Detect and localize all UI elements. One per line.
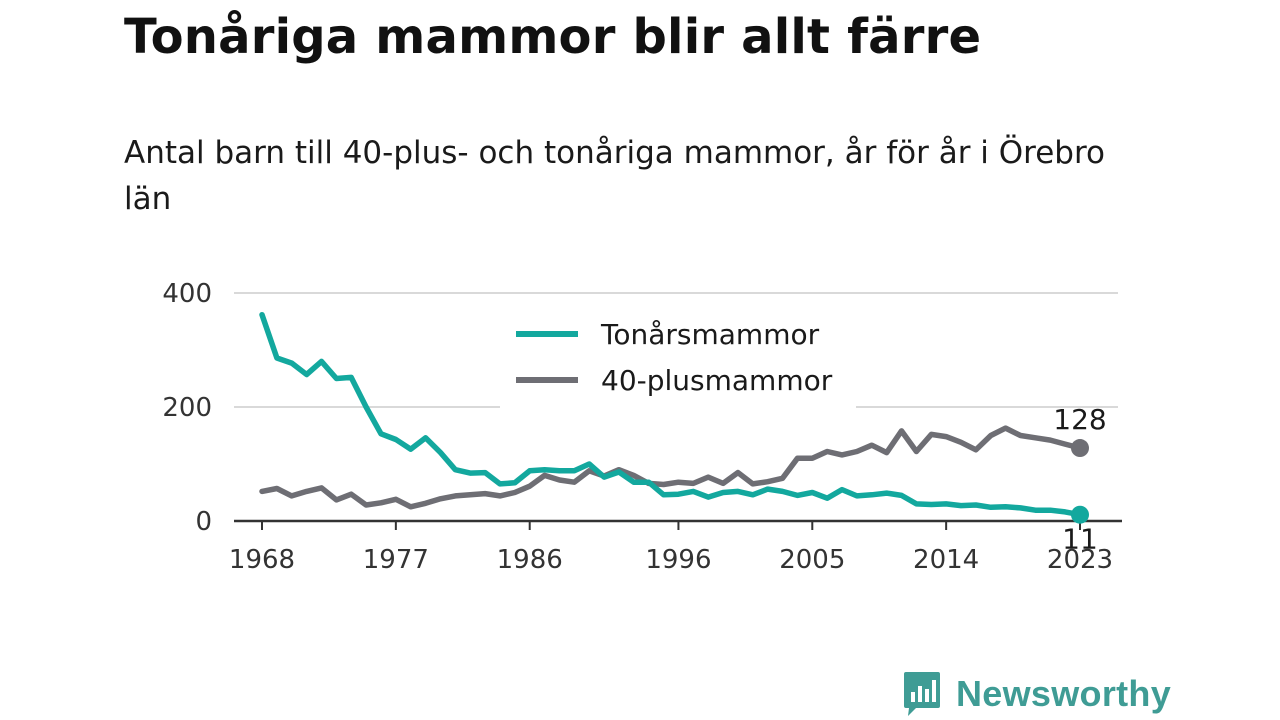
x-tick-label: 1986 [497, 545, 563, 575]
brand-name: Newsworthy [956, 673, 1172, 714]
x-tick-label: 2023 [1047, 545, 1113, 575]
x-tick-label: 2005 [779, 545, 845, 575]
x-tick-label: 1977 [363, 545, 429, 575]
x-tick-label: 2014 [913, 545, 979, 575]
end-value-label: 11 [1062, 523, 1098, 556]
bar-chart-speech-bubble-icon [904, 672, 940, 716]
chart-subtitle: Antal barn till 40-plus- och tonåriga ma… [124, 135, 1106, 217]
end-point-tonårsmammor [1071, 505, 1089, 524]
series-line-40-plusmammor [259, 425, 1083, 510]
y-tick-label: 200 [162, 393, 212, 423]
legend: Tonårsmammor 40-plusmammor [500, 308, 856, 408]
legend-label: 40-plusmammor [601, 364, 833, 397]
legend-label: Tonårsmammor [600, 318, 820, 351]
y-tick-label: 400 [162, 279, 212, 309]
series-line-tonårsmammor [259, 311, 1083, 518]
axes: 0 200 400 1968 1977 1986 1996 2005 2014 2023 [162, 279, 1122, 575]
chart-title: Tonåriga mammor blir allt färre [124, 9, 982, 65]
end-value-label: 128 [1053, 403, 1106, 436]
series-lines [259, 311, 1083, 518]
x-tick-label: 1996 [645, 545, 711, 575]
y-tick-label: 0 [195, 507, 212, 537]
x-tick-label: 1968 [229, 545, 295, 575]
legend-background [500, 308, 856, 408]
end-point-40-plusmammor [1071, 439, 1089, 458]
brand-logo: Newsworthy [902, 670, 1171, 718]
end-labels: 11 128 [1053, 403, 1106, 556]
